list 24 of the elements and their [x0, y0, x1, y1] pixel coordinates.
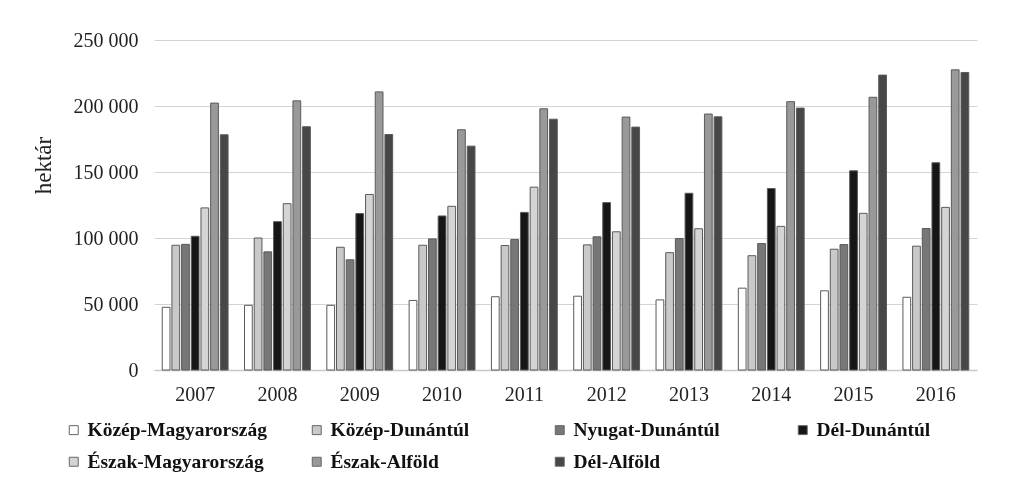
legend-label: Dél-Dunántúl: [816, 419, 931, 441]
x-tick-label: 2008: [257, 382, 298, 405]
legend-label: Észak-Alföld: [330, 450, 439, 472]
x-tick-label: 2011: [504, 382, 544, 405]
legend-label: Közép-Dunántúl: [330, 419, 470, 441]
y-tick-label: 250 000: [73, 28, 139, 51]
legend-label: Nyugat-Dunántúl: [573, 419, 721, 441]
legend-label: Dél-Alföld: [573, 450, 661, 472]
x-tick-label: 2016: [915, 382, 956, 405]
x-tick-label: 2007: [175, 382, 216, 405]
y-tick-label: 150 000: [73, 160, 139, 183]
x-tick-label: 2015: [833, 382, 874, 405]
x-tick-label: 2012: [586, 382, 627, 405]
y-axis-title: hektár: [30, 136, 56, 195]
legend-label: Észak-Magyarország: [87, 450, 264, 472]
y-tick-label: 100 000: [73, 226, 139, 249]
legend-label: Közép-Magyarország: [87, 419, 268, 441]
y-tick-label: 50 000: [83, 292, 139, 315]
y-tick-label: 0: [128, 358, 139, 381]
x-tick-label: 2009: [339, 382, 380, 405]
x-tick-label: 2010: [422, 382, 463, 405]
y-tick-label: 200 000: [73, 94, 139, 117]
x-tick-label: 2014: [751, 382, 792, 405]
x-tick-label: 2013: [668, 382, 709, 405]
